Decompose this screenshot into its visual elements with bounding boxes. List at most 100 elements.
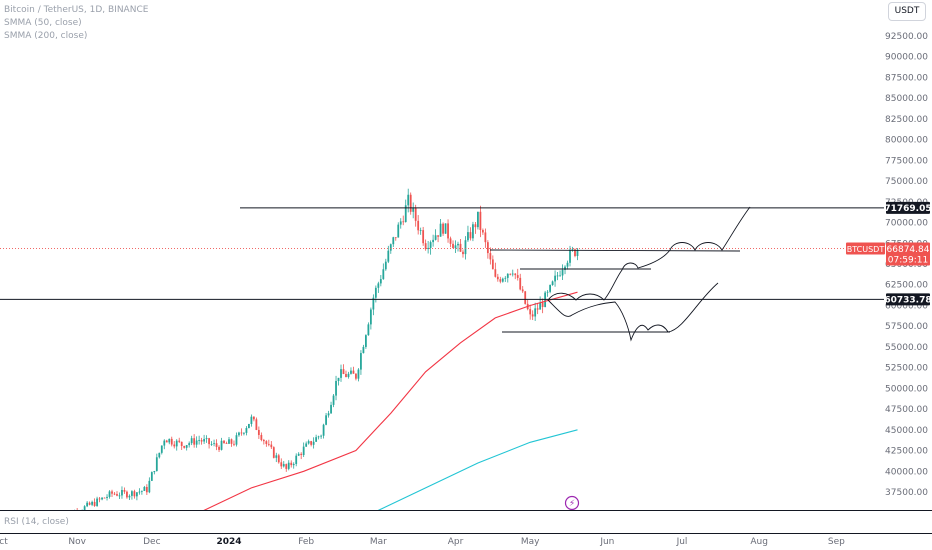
candle-body xyxy=(96,498,98,506)
candle-body xyxy=(71,512,73,514)
candle-body xyxy=(228,439,230,444)
candle-body xyxy=(434,235,437,240)
legend-smma-200[interactable]: SMMA (200, close) xyxy=(4,31,88,41)
candle-body xyxy=(469,232,472,239)
candle-body xyxy=(252,416,255,420)
candle-body xyxy=(185,445,188,448)
y-tick-label: 40000.00 xyxy=(885,467,928,477)
legend-smma-50[interactable]: SMMA (50, close) xyxy=(4,18,82,28)
legend-symbol[interactable]: Bitcoin / TetherUS, 1D, BINANCE xyxy=(4,5,149,15)
candle-body xyxy=(474,224,477,228)
candle-body xyxy=(243,432,245,434)
current-price-label: 66874.84 xyxy=(887,245,930,255)
candle-body xyxy=(511,273,514,275)
candle-body xyxy=(369,309,372,325)
candle-body xyxy=(111,491,113,494)
candle-body xyxy=(521,289,524,292)
candle-body xyxy=(444,223,447,234)
candle-body xyxy=(504,277,507,279)
y-tick-label: 62500.00 xyxy=(885,281,928,291)
candle-body xyxy=(327,413,330,416)
candle-body xyxy=(472,224,474,239)
candle-body xyxy=(554,275,556,282)
support-price-label: 60733.78 xyxy=(884,296,931,306)
candle-body xyxy=(178,440,181,442)
candle-body xyxy=(496,276,499,280)
candle-body xyxy=(287,462,290,469)
y-tick-label: 60000.00 xyxy=(885,301,928,311)
candle-body xyxy=(491,259,494,270)
candle-body xyxy=(564,266,566,270)
candle-body xyxy=(170,438,173,445)
x-tick-label: Mar xyxy=(370,537,387,547)
resistance-price-label-bg xyxy=(886,201,930,214)
candle-body xyxy=(407,194,410,206)
candle-body xyxy=(352,370,355,374)
candle-body xyxy=(509,273,512,275)
candle-body xyxy=(347,373,350,378)
candle-body xyxy=(367,324,370,336)
candle-body xyxy=(123,490,126,492)
candle-body xyxy=(81,511,83,513)
candle-body xyxy=(282,464,285,467)
x-tick-label: Jul xyxy=(676,537,688,547)
y-tick-label: 90000.00 xyxy=(885,53,928,63)
candle-body xyxy=(220,440,223,450)
candle-body xyxy=(462,251,464,255)
candle-body xyxy=(138,491,141,493)
currency-button[interactable]: USDT xyxy=(888,2,926,21)
candle-body xyxy=(325,415,327,425)
symbol-badge-bg xyxy=(846,242,885,255)
candle-body xyxy=(539,302,542,310)
y-tick-label: 37500.00 xyxy=(885,488,928,498)
candle-body xyxy=(536,308,539,310)
candle-body xyxy=(459,243,462,252)
candle-body xyxy=(250,416,253,424)
candle-body xyxy=(529,309,532,315)
candle-body xyxy=(248,423,250,429)
current-price-badge-bg xyxy=(886,242,930,266)
event-marker xyxy=(564,495,580,510)
candle-body xyxy=(272,447,275,458)
candle-body xyxy=(481,229,484,233)
candle-body xyxy=(183,446,186,448)
candle-body xyxy=(106,496,108,498)
candle-body xyxy=(449,238,452,244)
candle-body xyxy=(79,513,81,515)
candle-body xyxy=(566,262,569,267)
candle-body xyxy=(213,443,215,445)
candle-body xyxy=(238,432,240,436)
candle-body xyxy=(257,429,260,435)
symbol-badge: BTCUSDT xyxy=(847,245,885,254)
candle-body xyxy=(506,273,509,278)
candle-body xyxy=(128,495,131,498)
candle-body xyxy=(394,237,397,239)
candle-body xyxy=(345,373,347,378)
candle-body xyxy=(576,249,579,256)
candle-body xyxy=(260,434,263,440)
candle-body xyxy=(501,278,504,282)
candle-body xyxy=(116,494,118,496)
candle-body xyxy=(556,275,559,277)
candle-body xyxy=(332,395,335,405)
candle-body xyxy=(265,441,268,444)
candle-body xyxy=(240,432,243,434)
candle-body xyxy=(516,275,519,278)
candle-body xyxy=(153,471,156,473)
candle-body xyxy=(322,424,325,436)
candle-body xyxy=(173,444,176,447)
candle-body xyxy=(292,463,295,466)
candle-body xyxy=(215,443,218,447)
candle-body xyxy=(230,439,233,444)
candle-body xyxy=(86,502,89,507)
candle-body xyxy=(310,441,313,445)
candle-body xyxy=(561,269,564,276)
lightning-icon: ⚡ xyxy=(569,499,575,509)
support-price-label-bg xyxy=(886,293,930,306)
candle-body xyxy=(98,498,101,500)
trendline-drawing xyxy=(489,249,741,252)
candle-body xyxy=(479,211,482,230)
rsi-legend[interactable]: RSI (14, close) xyxy=(4,517,69,527)
candle-body xyxy=(131,491,133,496)
